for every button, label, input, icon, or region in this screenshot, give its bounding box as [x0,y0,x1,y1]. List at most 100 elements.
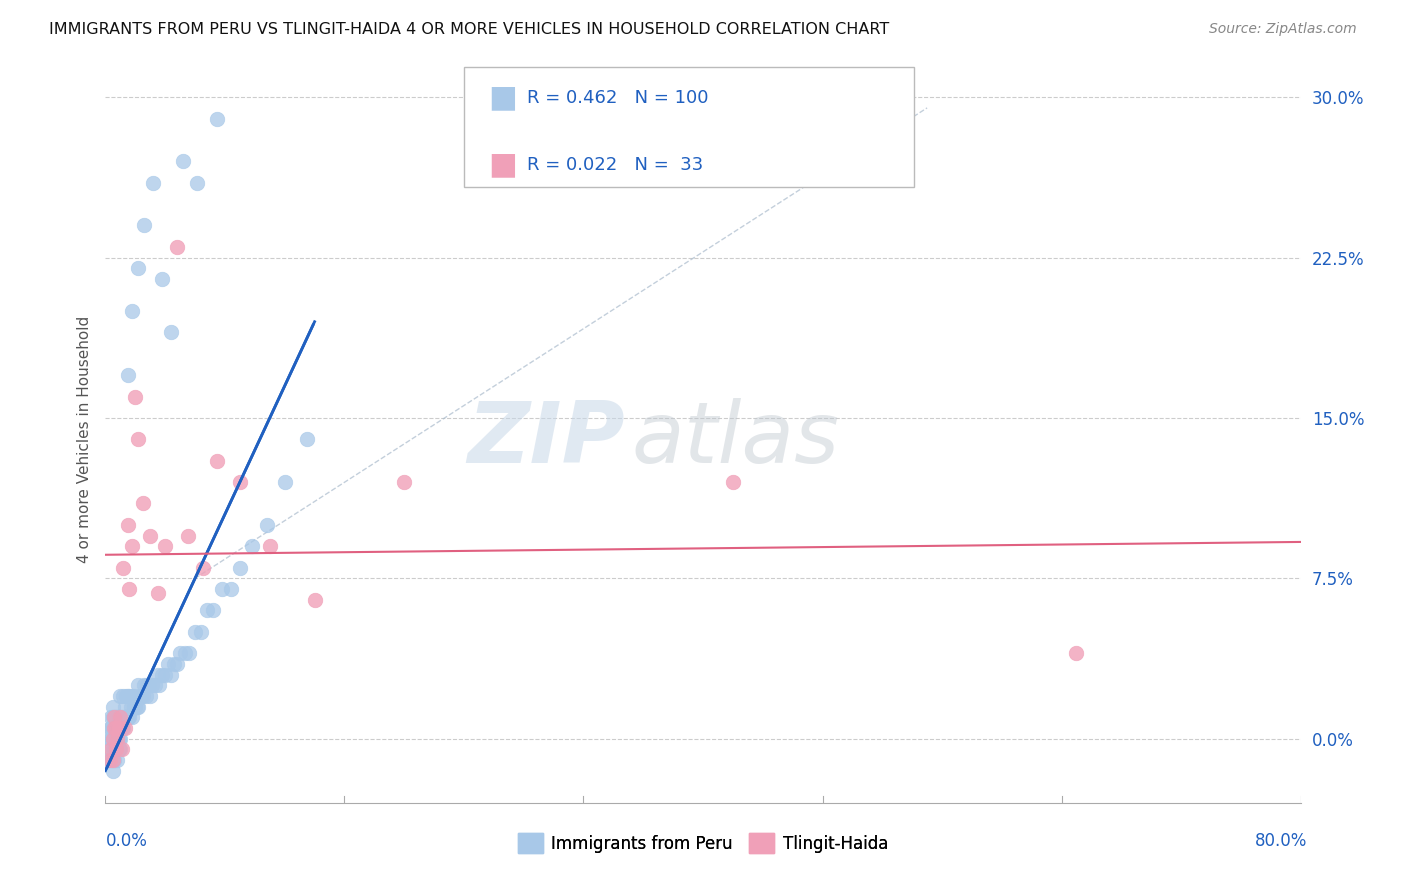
Point [115,689,138,703]
Point [121,710,143,724]
Point [108,721,131,735]
Point [107,753,129,767]
Point [721,475,744,489]
Point [101,731,124,746]
Point [117,368,139,383]
Point [104,721,127,735]
Point [124,699,146,714]
Point [124,390,146,404]
Text: 0.0%: 0.0% [105,831,148,849]
Point [176,528,198,542]
Point [103,731,125,746]
Point [107,710,129,724]
Point [110,731,132,746]
Text: 80.0%: 80.0% [1256,831,1308,849]
Point [98,742,121,756]
Point [219,582,242,596]
Point [211,582,233,596]
Text: R = 0.022   N =  33: R = 0.022 N = 33 [527,156,703,174]
Point [112,560,135,574]
Point [295,432,318,446]
Point [118,689,141,703]
Point [146,667,169,681]
Point [112,710,135,724]
Point [103,710,125,724]
Point [132,496,155,510]
Point [112,721,135,735]
Point [108,731,131,746]
Point [142,176,165,190]
Point [184,624,207,639]
Point [101,710,124,724]
Point [124,689,146,703]
Text: atlas: atlas [631,398,839,481]
Point [117,710,139,724]
Point [101,764,124,778]
Point [127,699,149,714]
Point [111,710,134,724]
Point [139,528,162,542]
Point [98,731,121,746]
Point [108,742,131,756]
Point [172,154,194,169]
Point [304,592,326,607]
Point [121,689,143,703]
Point [207,112,229,126]
Point [139,689,162,703]
Point [148,678,170,692]
Point [111,742,134,756]
Point [101,753,124,767]
Point [132,689,155,703]
Point [191,560,214,574]
Point [114,721,136,735]
Point [394,475,416,489]
Text: ■: ■ [488,151,517,179]
Point [117,689,139,703]
Point [134,678,156,692]
Point [100,721,122,735]
Point [98,753,121,767]
Point [101,721,124,735]
Point [186,176,208,190]
Text: R = 0.462   N = 100: R = 0.462 N = 100 [527,89,709,107]
Point [136,678,159,692]
Point [103,710,125,724]
Point [143,678,166,692]
Point [146,586,169,600]
Y-axis label: 4 or more Vehicles in Household: 4 or more Vehicles in Household [76,316,91,563]
Text: IMMIGRANTS FROM PERU VS TLINGIT-HAIDA 4 OR MORE VEHICLES IN HOUSEHOLD CORRELATIO: IMMIGRANTS FROM PERU VS TLINGIT-HAIDA 4 … [49,22,890,37]
Point [110,721,132,735]
Legend: Immigrants from Peru, Tlingit-Haida: Immigrants from Peru, Tlingit-Haida [512,826,894,860]
Point [177,646,201,660]
Point [229,475,252,489]
Point [98,721,121,735]
Point [160,667,183,681]
Point [138,678,160,692]
Point [118,710,141,724]
Point [160,326,183,340]
Text: ■: ■ [488,84,517,112]
Point [122,699,145,714]
Point [107,731,129,746]
Text: ZIP: ZIP [468,398,626,481]
Point [273,475,295,489]
Point [229,560,252,574]
Point [110,742,132,756]
Point [150,272,173,286]
Point [101,753,124,767]
Point [101,731,124,746]
Point [104,731,127,746]
Point [127,432,149,446]
Point [100,753,122,767]
Point [155,667,177,681]
Point [121,539,143,553]
Point [121,304,143,318]
Point [100,742,122,756]
Point [118,582,141,596]
Point [190,624,212,639]
Point [111,721,134,735]
Point [112,689,135,703]
Point [117,517,139,532]
Point [104,710,127,724]
Point [127,678,149,692]
